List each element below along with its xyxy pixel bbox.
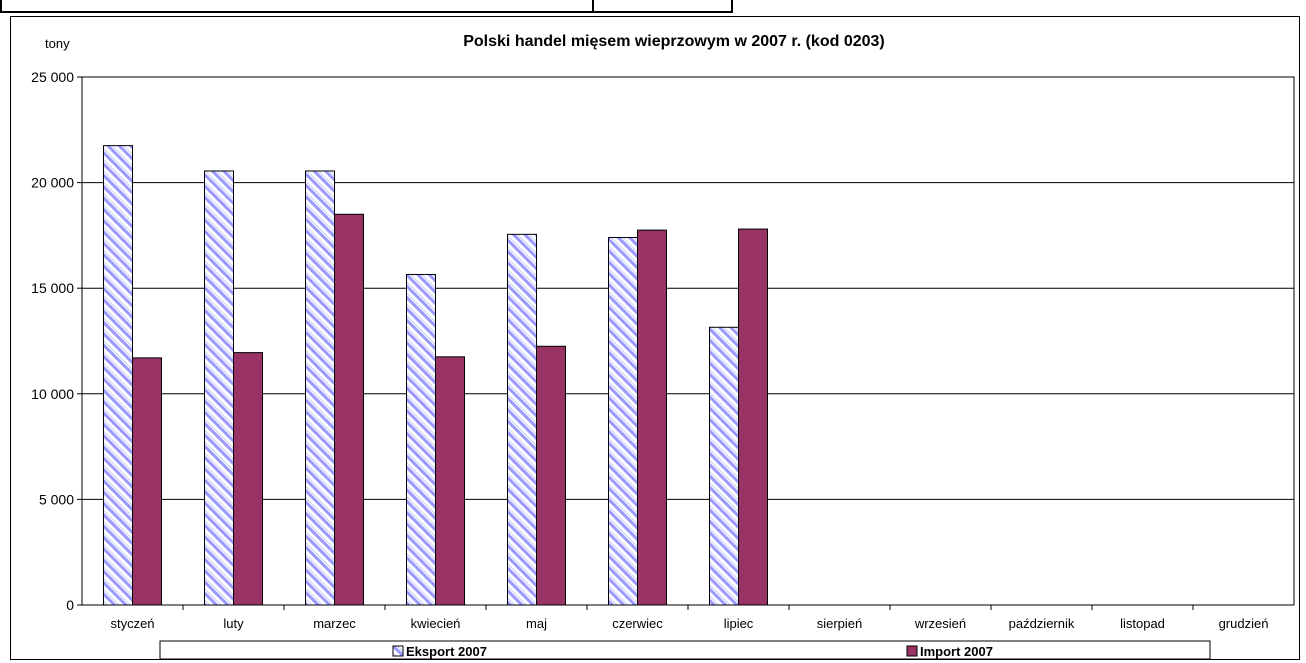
bar-eksport [103, 145, 133, 606]
y-axis-ticks: 0 5 000 10 000 15 000 20 000 25 000 [31, 69, 82, 613]
y-tick-label: 15 000 [31, 280, 74, 296]
x-tick-label: czerwiec [612, 616, 663, 631]
bar-import [637, 229, 667, 606]
x-tick-label: styczeń [110, 616, 154, 631]
bar-import [738, 228, 768, 606]
bar-import [435, 356, 465, 606]
legend-label-import: Import 2007 [920, 644, 993, 659]
y-tick-label: 20 000 [31, 175, 74, 191]
plot-area-border [81, 76, 1295, 606]
gridlines [82, 182, 1294, 500]
bar-eksport [204, 170, 234, 606]
legend-box [159, 640, 1211, 659]
bar-eksport [608, 237, 638, 606]
chart-svg: tony Polski handel mięsem wieprzowym w 2… [31, 33, 1295, 659]
legend-swatch-import [906, 645, 918, 657]
x-tick-label: maj [526, 616, 547, 631]
y-tick-label: 25 000 [31, 69, 74, 85]
y-tick-label: 10 000 [31, 386, 74, 402]
x-tick-label: kwiecień [411, 616, 461, 631]
x-tick-label: październik [1009, 616, 1075, 631]
y-tick-label: 5 000 [39, 491, 74, 507]
legend-label-eksport: Eksport 2007 [406, 644, 487, 659]
bar-import [132, 357, 162, 606]
x-tick-label: listopad [1120, 616, 1165, 631]
x-tick-label: lipiec [724, 616, 754, 631]
top-frame-bar [0, 0, 733, 13]
y-tick-label: 0 [66, 597, 74, 613]
bar-eksport [507, 233, 537, 606]
legend-swatch-eksport [392, 645, 404, 657]
x-tick-label: luty [223, 616, 244, 631]
bar-import [334, 213, 364, 606]
legend: Eksport 2007 Import 2007 [159, 640, 1211, 659]
bar-import [233, 352, 263, 606]
x-axis-ticks: styczeń luty marzec kwiecień maj czerwiec lipi… [110, 605, 1268, 631]
bar-eksport [305, 170, 335, 606]
bar-eksport [406, 273, 436, 606]
bars [103, 145, 768, 606]
y-axis-unit-label: tony [45, 36, 70, 51]
bar-import [536, 345, 566, 606]
bar-eksport [709, 326, 739, 606]
x-tick-label: sierpień [817, 616, 863, 631]
chart-frame: tony Polski handel mięsem wieprzowym w 2… [10, 16, 1300, 660]
chart-title: Polski handel mięsem wieprzowym w 2007 r… [463, 33, 885, 50]
x-tick-label: marzec [313, 616, 356, 631]
top-frame-divider [592, 0, 594, 11]
x-tick-label: grudzień [1219, 616, 1269, 631]
x-tick-label: wrzesień [914, 616, 966, 631]
